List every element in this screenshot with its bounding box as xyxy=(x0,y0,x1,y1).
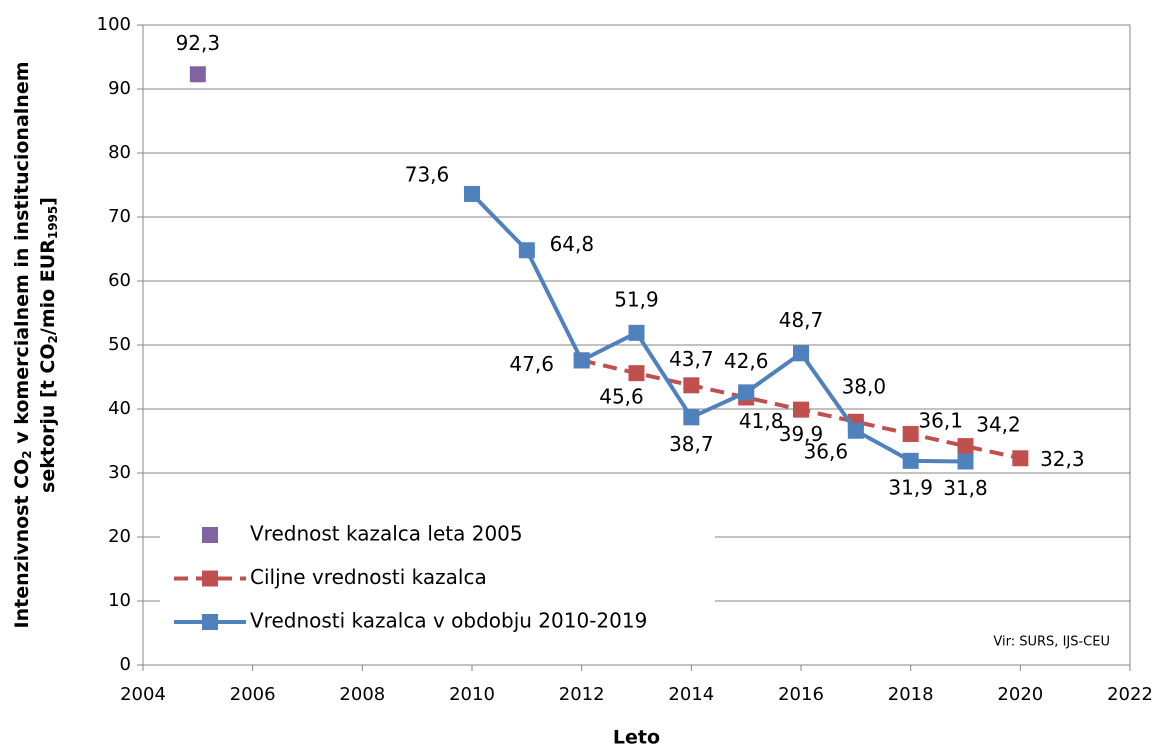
data-label: 34,2 xyxy=(976,413,1021,437)
data-label: 92,3 xyxy=(176,31,221,55)
y-axis-title-part: 1995 xyxy=(46,206,60,239)
marker xyxy=(628,324,645,341)
data-label: 31,8 xyxy=(943,476,988,500)
data-label: 51,9 xyxy=(614,287,659,311)
legend-label: Vrednost kazalca leta 2005 xyxy=(250,522,523,546)
y-axis-title-part: ] xyxy=(37,197,59,206)
y-tick-label: 0 xyxy=(120,654,131,675)
marker xyxy=(902,425,919,442)
marker xyxy=(189,66,206,83)
data-label: 64,8 xyxy=(550,232,595,256)
y-tick-label: 20 xyxy=(108,526,131,547)
marker xyxy=(847,422,864,439)
y-axis-title-part: Intenzivnost CO xyxy=(11,459,33,629)
y-axis-title: Intenzivnost CO2 v komercialnem in insti… xyxy=(11,62,34,629)
legend-marker xyxy=(202,527,218,543)
data-label: 31,9 xyxy=(888,475,933,499)
y-axis-title-part: 2 xyxy=(46,335,60,343)
legend-label: Vrednosti kazalca v obdobju 2010-2019 xyxy=(250,609,647,633)
series-line xyxy=(470,192,966,464)
y-axis-title-part: sektorju [t CO xyxy=(37,343,59,492)
data-label: 39,9 xyxy=(779,422,824,446)
y-tick-label: 80 xyxy=(108,142,131,163)
marker xyxy=(573,352,590,369)
marker xyxy=(957,438,974,455)
x-tick-label: 2006 xyxy=(230,684,276,705)
marker xyxy=(738,384,755,401)
data-label: 43,7 xyxy=(669,347,714,371)
legend-marker xyxy=(202,570,218,587)
y-tick-label: 70 xyxy=(108,206,131,227)
x-tick-label: 2016 xyxy=(778,684,824,705)
marker xyxy=(628,365,645,382)
marker xyxy=(683,377,700,394)
x-tick-label: 2010 xyxy=(449,684,495,705)
y-tick-label: 30 xyxy=(108,462,131,483)
marker xyxy=(518,242,535,259)
marker xyxy=(464,185,480,202)
legend-marker xyxy=(202,614,218,630)
y-axis-title-part: /mio EUR xyxy=(37,239,59,335)
x-tick-label: 2020 xyxy=(997,684,1043,705)
legend-label: Ciljne vrednosti kazalca xyxy=(250,565,487,589)
data-label: 38,0 xyxy=(842,374,887,398)
y-axis-title-part: v komercialnem in institucionalnem xyxy=(11,62,33,451)
y-tick-label: 50 xyxy=(108,334,131,355)
marker xyxy=(957,453,974,470)
x-tick-label: 2018 xyxy=(888,684,934,705)
data-label: 32,3 xyxy=(1040,447,1085,471)
x-tick-label: 2008 xyxy=(339,684,385,705)
data-label: 48,7 xyxy=(779,308,824,332)
marker xyxy=(1012,450,1029,467)
data-label: 36,6 xyxy=(804,439,849,463)
data-label: 47,6 xyxy=(509,352,554,376)
data-label: 73,6 xyxy=(405,162,450,186)
y-tick-label: 100 xyxy=(97,14,131,35)
data-label: 38,7 xyxy=(669,432,714,456)
data-label: 36,1 xyxy=(918,408,963,432)
x-tick-label: 2022 xyxy=(1107,684,1153,705)
x-tick-label: 2014 xyxy=(668,684,714,705)
x-tick-label: 2012 xyxy=(559,684,605,705)
y-axis-title: sektorju [t CO2/mio EUR1995] xyxy=(37,197,60,493)
y-tick-label: 40 xyxy=(108,398,131,419)
marker xyxy=(683,409,700,426)
y-tick-label: 90 xyxy=(108,78,131,99)
data-label: 42,6 xyxy=(724,349,769,373)
y-tick-label: 60 xyxy=(108,270,131,291)
marker xyxy=(793,345,809,362)
x-axis-title: Leto xyxy=(613,727,660,749)
legend-box xyxy=(160,512,715,660)
data-label: 45,6 xyxy=(599,385,644,409)
marker xyxy=(793,401,809,418)
x-tick-label: 2004 xyxy=(120,684,166,705)
source-note: Vir: SURS, IJS-CEU xyxy=(993,635,1110,650)
data-label: 41,8 xyxy=(739,409,784,433)
y-axis-title-part: 2 xyxy=(20,450,34,458)
y-tick-label: 10 xyxy=(108,590,131,611)
marker xyxy=(902,452,919,469)
